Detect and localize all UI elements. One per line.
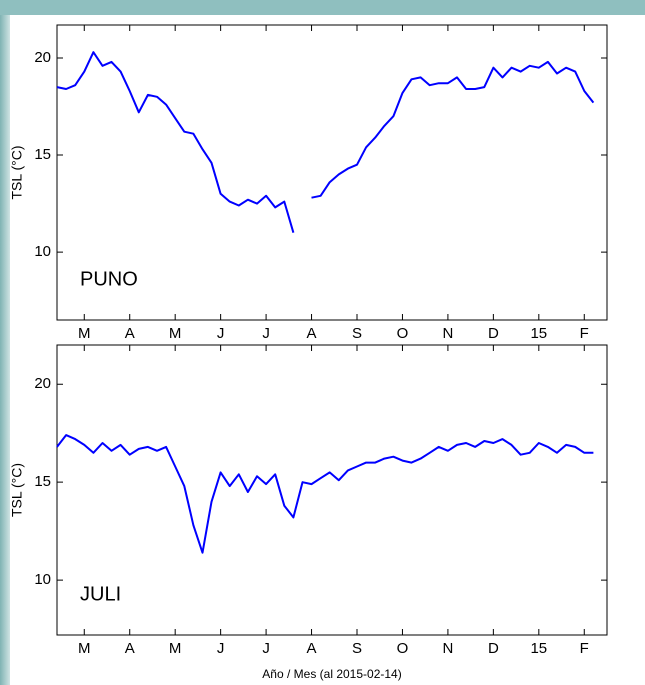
x-tick-label: O — [397, 325, 409, 342]
x-tick-label: S — [352, 325, 362, 342]
x-tick-label: F — [580, 325, 589, 342]
y-tick-label: 20 — [34, 49, 51, 66]
y-axis-label: TSL (°C) — [9, 145, 25, 199]
x-tick-label: A — [125, 640, 135, 657]
x-tick-label: M — [78, 325, 91, 342]
y-tick-label: 15 — [34, 473, 51, 490]
panel-label: JULI — [80, 583, 121, 605]
x-tick-label: A — [307, 325, 317, 342]
x-tick-label: J — [217, 325, 225, 342]
y-tick-label: 20 — [34, 375, 51, 392]
x-tick-label: D — [488, 325, 499, 342]
x-tick-label: S — [352, 640, 362, 657]
x-tick-label: N — [442, 325, 453, 342]
plot-area — [56, 344, 608, 636]
x-tick-label: 15 — [530, 325, 547, 342]
x-tick-label: N — [442, 640, 453, 657]
x-tick-label: O — [397, 640, 409, 657]
x-tick-label: J — [262, 640, 270, 657]
y-tick-label: 15 — [34, 146, 51, 163]
x-tick-label: M — [78, 640, 91, 657]
data-line — [56, 434, 594, 554]
x-tick-label: J — [217, 640, 225, 657]
x-tick-label: 15 — [530, 640, 547, 657]
panel-label: PUNO — [80, 268, 138, 290]
data-line — [56, 51, 595, 233]
y-tick-label: 10 — [34, 571, 51, 588]
plot-area — [56, 24, 608, 321]
x-tick-label: F — [580, 640, 589, 657]
x-tick-label: A — [307, 640, 317, 657]
x-tick-label: J — [262, 325, 270, 342]
x-tick-label: D — [488, 640, 499, 657]
y-axis-label: TSL (°C) — [9, 463, 25, 517]
top-frame — [0, 0, 645, 15]
x-axis-label: Año / Mes (al 2015-02-14) — [262, 667, 401, 681]
x-tick-label: A — [125, 325, 135, 342]
x-tick-label: M — [169, 640, 182, 657]
x-tick-label: M — [169, 325, 182, 342]
y-tick-label: 10 — [34, 243, 51, 260]
